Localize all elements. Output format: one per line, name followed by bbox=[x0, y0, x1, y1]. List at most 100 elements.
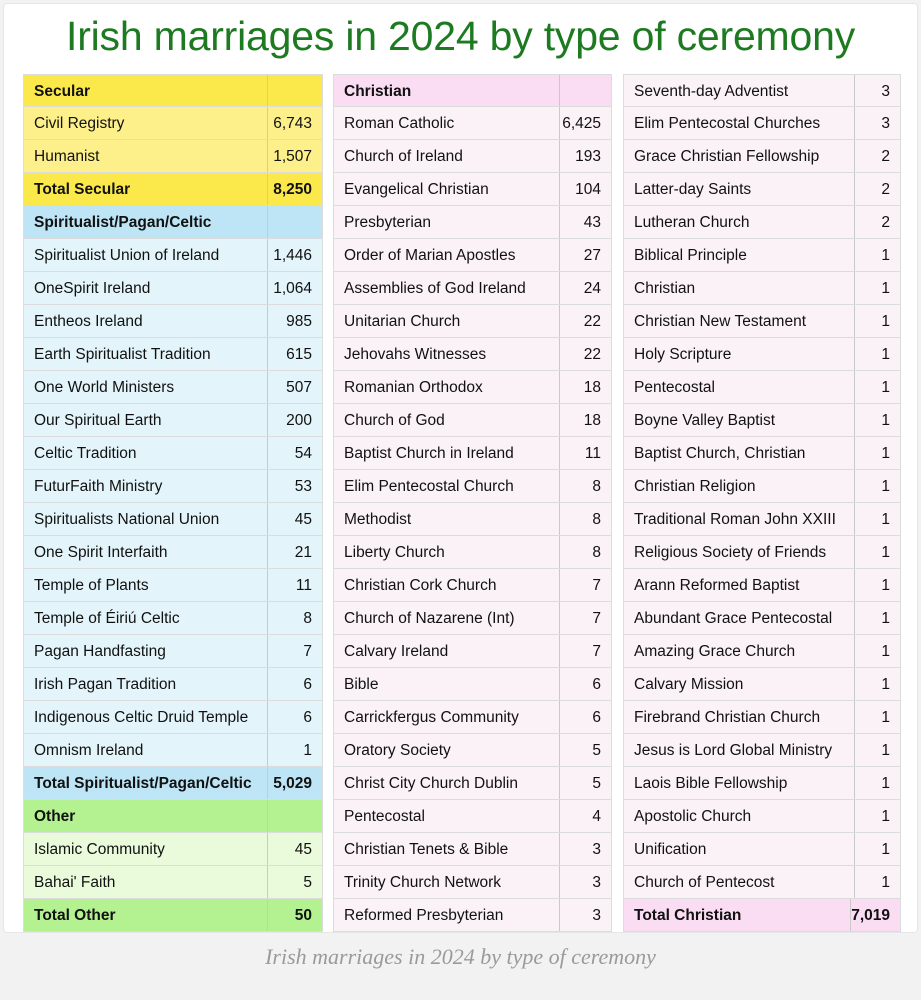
row-value bbox=[268, 206, 323, 238]
row-value: 43 bbox=[560, 206, 612, 238]
table-row: Calvary Ireland 7 bbox=[333, 635, 612, 668]
row-value: 1,446 bbox=[268, 239, 323, 271]
row-label: Pentecostal bbox=[333, 800, 560, 832]
table-row: Pagan Handfasting 7 bbox=[23, 635, 323, 668]
row-value bbox=[560, 75, 612, 106]
table-row: Calvary Mission 1 bbox=[623, 668, 901, 701]
row-label: Church of God bbox=[333, 404, 560, 436]
row-label: Church of Pentecost bbox=[623, 866, 855, 898]
row-value: 104 bbox=[560, 173, 612, 205]
row-label: Total Secular bbox=[23, 173, 268, 205]
row-label: Holy Scripture bbox=[623, 338, 855, 370]
table-row: Civil Registry 6,743 bbox=[23, 107, 323, 140]
row-value: 1 bbox=[855, 503, 901, 535]
row-label: Latter-day Saints bbox=[623, 173, 855, 205]
table-row: Church of Ireland 193 bbox=[333, 140, 612, 173]
table-row: Lutheran Church 2 bbox=[623, 206, 901, 239]
row-value: 11 bbox=[560, 437, 612, 469]
row-label: Grace Christian Fellowship bbox=[623, 140, 855, 172]
table-row: Baptist Church in Ireland 11 bbox=[333, 437, 612, 470]
row-value: 27 bbox=[560, 239, 612, 271]
row-label: Biblical Principle bbox=[623, 239, 855, 271]
row-value: 3 bbox=[560, 899, 612, 931]
row-label: Elim Pentecostal Churches bbox=[623, 107, 855, 139]
row-label: Amazing Grace Church bbox=[623, 635, 855, 667]
table-row: Irish Pagan Tradition 6 bbox=[23, 668, 323, 701]
row-label: Boyne Valley Baptist bbox=[623, 404, 855, 436]
row-value: 8 bbox=[560, 470, 612, 502]
table-row: Baptist Church, Christian 1 bbox=[623, 437, 901, 470]
row-label: Presbyterian bbox=[333, 206, 560, 238]
row-label: Jesus is Lord Global Ministry bbox=[623, 734, 855, 766]
table-row: Religious Society of Friends 1 bbox=[623, 536, 901, 569]
table-row: Trinity Church Network 3 bbox=[333, 866, 612, 899]
row-value: 1 bbox=[855, 833, 901, 865]
row-value: 18 bbox=[560, 404, 612, 436]
row-label: Unification bbox=[623, 833, 855, 865]
row-label: One World Ministers bbox=[23, 371, 268, 403]
row-value: 50 bbox=[268, 899, 323, 931]
row-value: 21 bbox=[268, 536, 323, 568]
row-label: Total Spiritualist/Pagan/Celtic bbox=[23, 767, 268, 799]
row-label: Assemblies of God Ireland bbox=[333, 272, 560, 304]
table-row: Humanist 1,507 bbox=[23, 140, 323, 173]
row-label: Elim Pentecostal Church bbox=[333, 470, 560, 502]
row-value: 4 bbox=[560, 800, 612, 832]
row-label: Indigenous Celtic Druid Temple bbox=[23, 701, 268, 733]
row-value: 1,507 bbox=[268, 140, 323, 172]
row-label: Temple of Plants bbox=[23, 569, 268, 601]
row-value: 8,250 bbox=[268, 173, 323, 205]
row-label: Calvary Mission bbox=[623, 668, 855, 700]
table-row: Latter-day Saints 2 bbox=[623, 173, 901, 206]
table-row: Order of Marian Apostles 27 bbox=[333, 239, 612, 272]
row-label: OneSpirit Ireland bbox=[23, 272, 268, 304]
table-row: Church of Nazarene (Int) 7 bbox=[333, 602, 612, 635]
row-value: 615 bbox=[268, 338, 323, 370]
row-value: 3 bbox=[560, 833, 612, 865]
row-label: Christ City Church Dublin bbox=[333, 767, 560, 799]
row-label: Firebrand Christian Church bbox=[623, 701, 855, 733]
table-row: Traditional Roman John XXIII 1 bbox=[623, 503, 901, 536]
page-title: Irish marriages in 2024 by type of cerem… bbox=[66, 13, 855, 59]
row-value: 6 bbox=[560, 701, 612, 733]
row-value: 8 bbox=[560, 536, 612, 568]
table-row: Methodist 8 bbox=[333, 503, 612, 536]
table-row: OneSpirit Ireland 1,064 bbox=[23, 272, 323, 305]
row-value: 985 bbox=[268, 305, 323, 337]
table-row: Pentecostal 1 bbox=[623, 371, 901, 404]
row-label: Romanian Orthodox bbox=[333, 371, 560, 403]
table-row: Holy Scripture 1 bbox=[623, 338, 901, 371]
row-value: 1 bbox=[855, 635, 901, 667]
row-value bbox=[268, 800, 323, 832]
row-value: 2 bbox=[855, 140, 901, 172]
row-label: Christian bbox=[333, 75, 560, 106]
row-value: 6 bbox=[268, 668, 323, 700]
table-row: Bible 6 bbox=[333, 668, 612, 701]
row-label: Bahai' Faith bbox=[23, 866, 268, 898]
section-header-row: Secular bbox=[23, 74, 323, 107]
table-row: Firebrand Christian Church 1 bbox=[623, 701, 901, 734]
table-row: Carrickfergus Community 6 bbox=[333, 701, 612, 734]
row-value: 1 bbox=[855, 239, 901, 271]
row-value: 45 bbox=[268, 833, 323, 865]
row-value: 1 bbox=[855, 866, 901, 898]
table-row: Christian New Testament 1 bbox=[623, 305, 901, 338]
table-row: Elim Pentecostal Churches 3 bbox=[623, 107, 901, 140]
table-row: Oratory Society 5 bbox=[333, 734, 612, 767]
table-row: Church of God 18 bbox=[333, 404, 612, 437]
table-row: Amazing Grace Church 1 bbox=[623, 635, 901, 668]
table-row: Celtic Tradition 54 bbox=[23, 437, 323, 470]
row-label: Our Spiritual Earth bbox=[23, 404, 268, 436]
table-row: Omnism Ireland 1 bbox=[23, 734, 323, 767]
table-row: Jesus is Lord Global Ministry 1 bbox=[623, 734, 901, 767]
row-value: 8 bbox=[268, 602, 323, 634]
row-label: FuturFaith Ministry bbox=[23, 470, 268, 502]
row-value: 193 bbox=[560, 140, 612, 172]
row-value: 6,425 bbox=[560, 107, 612, 139]
table-row: Earth Spiritualist Tradition 615 bbox=[23, 338, 323, 371]
section-header-row: Other bbox=[23, 800, 323, 833]
row-label: Baptist Church in Ireland bbox=[333, 437, 560, 469]
row-value: 3 bbox=[560, 866, 612, 898]
row-value: 7,019 bbox=[851, 899, 901, 931]
